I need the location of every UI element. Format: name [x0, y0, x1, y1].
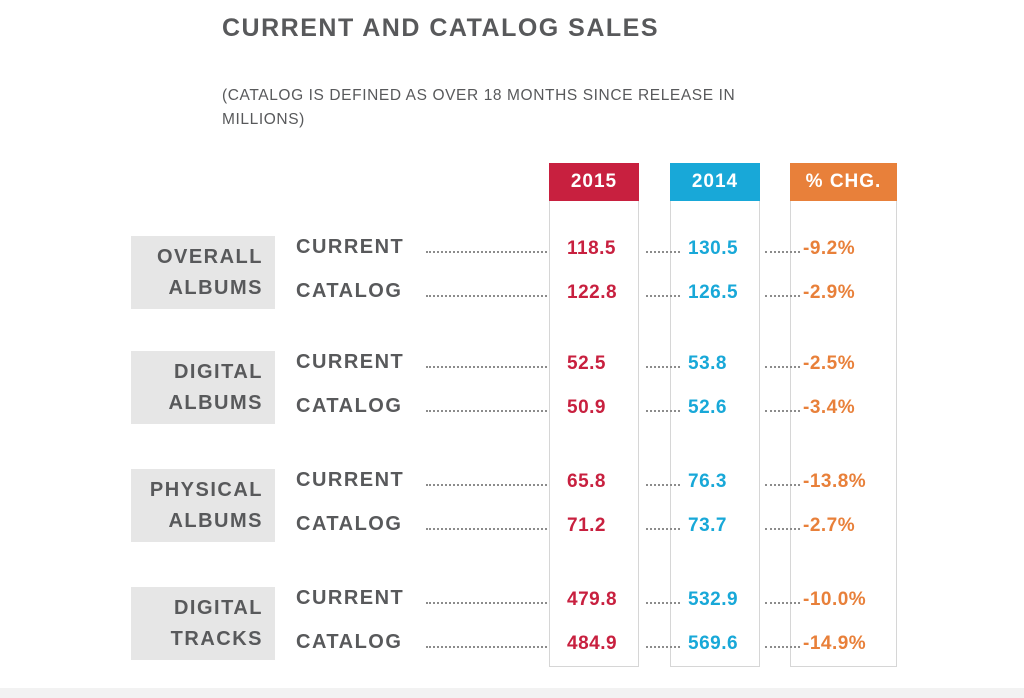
leader-dots	[646, 410, 680, 412]
leader-dots	[646, 528, 680, 530]
table-cell-pct-chg: -14.9%	[803, 633, 867, 654]
table-cell-2015: 50.9	[567, 397, 606, 418]
table-cell-2014: 76.3	[688, 471, 727, 492]
table-cell-pct-chg: -9.2%	[803, 238, 856, 259]
leader-dots	[765, 646, 800, 648]
leader-dots	[426, 528, 547, 530]
leader-dots	[765, 251, 800, 253]
row-label-catalog: CATALOG	[296, 280, 403, 302]
table-cell-pct-chg: -2.9%	[803, 282, 856, 303]
group-label: DIGITAL TRACKS	[170, 596, 263, 650]
row-label-current: CURRENT	[296, 351, 405, 373]
table-cell-2015: 484.9	[567, 633, 618, 654]
table-cell-pct-chg: -10.0%	[803, 589, 867, 610]
col-2014-box	[670, 163, 760, 667]
row-label-current: CURRENT	[296, 587, 405, 609]
chart-title: CURRENT AND CATALOG SALES	[222, 14, 660, 42]
group-label: PHYSICAL ALBUMS	[149, 478, 263, 532]
group-label-box: OVERALL ALBUMS	[131, 236, 275, 309]
table-cell-2014: 126.5	[688, 282, 739, 303]
table-cell-2014: 53.8	[688, 353, 727, 374]
leader-dots	[765, 410, 800, 412]
table-cell-2014: 532.9	[688, 589, 739, 610]
row-label-catalog: CATALOG	[296, 395, 403, 417]
table-cell-2014: 569.6	[688, 633, 739, 654]
leader-dots	[426, 295, 547, 297]
table-cell-pct-chg: -13.8%	[803, 471, 867, 492]
table-cell-pct-chg: -3.4%	[803, 397, 856, 418]
col-2015-box	[549, 163, 639, 667]
leader-dots	[765, 295, 800, 297]
group-label: OVERALL ALBUMS	[156, 245, 263, 299]
table-cell-2014: 52.6	[688, 397, 727, 418]
leader-dots	[765, 366, 800, 368]
leader-dots	[646, 484, 680, 486]
table-cell-2015: 479.8	[567, 589, 618, 610]
leader-dots	[426, 366, 547, 368]
table-cell-2015: 65.8	[567, 471, 606, 492]
leader-dots	[426, 251, 547, 253]
group-label: DIGITAL ALBUMS	[168, 360, 263, 414]
footer-strip	[0, 688, 1024, 698]
table-cell-pct-chg: -2.7%	[803, 515, 856, 536]
table-cell-2015: 71.2	[567, 515, 606, 536]
group-label-box: PHYSICAL ALBUMS	[131, 469, 275, 542]
col-pct-chg-box	[790, 163, 897, 667]
leader-dots	[426, 646, 547, 648]
row-label-catalog: CATALOG	[296, 513, 403, 535]
row-label-current: CURRENT	[296, 469, 405, 491]
table-cell-2014: 130.5	[688, 238, 739, 259]
leader-dots	[765, 528, 800, 530]
row-label-current: CURRENT	[296, 236, 405, 258]
leader-dots	[646, 251, 680, 253]
col-2014-header: 2014	[670, 163, 760, 201]
row-label-catalog: CATALOG	[296, 631, 403, 653]
col-pct-chg-header: % CHG.	[790, 163, 897, 201]
leader-dots	[426, 410, 547, 412]
group-label-box: DIGITAL TRACKS	[131, 587, 275, 660]
leader-dots	[765, 484, 800, 486]
table-cell-2015: 52.5	[567, 353, 606, 374]
leader-dots	[426, 484, 547, 486]
leader-dots	[646, 366, 680, 368]
group-label-box: DIGITAL ALBUMS	[131, 351, 275, 424]
leader-dots	[765, 602, 800, 604]
leader-dots	[646, 646, 680, 648]
table-cell-2015: 122.8	[567, 282, 618, 303]
col-2015-header: 2015	[549, 163, 639, 201]
table-cell-2014: 73.7	[688, 515, 727, 536]
table-cell-pct-chg: -2.5%	[803, 353, 856, 374]
chart-subtitle: (CATALOG IS DEFINED AS OVER 18 MONTHS SI…	[222, 87, 736, 128]
leader-dots	[646, 295, 680, 297]
leader-dots	[426, 602, 547, 604]
table-cell-2015: 118.5	[567, 238, 616, 259]
leader-dots	[646, 602, 680, 604]
